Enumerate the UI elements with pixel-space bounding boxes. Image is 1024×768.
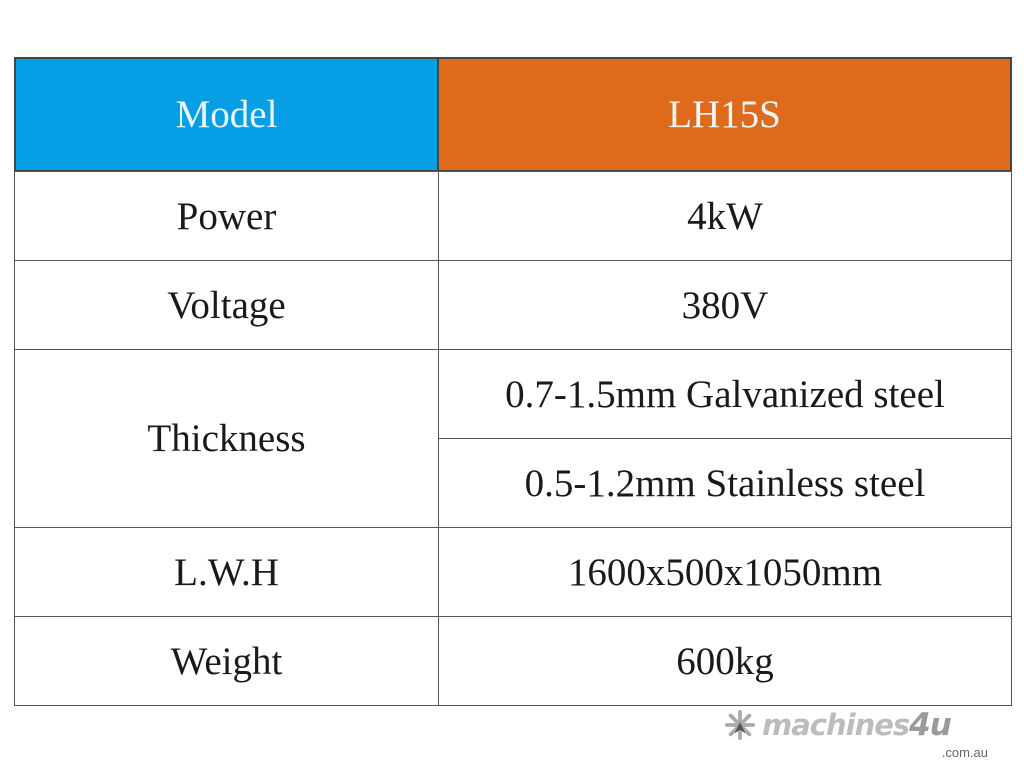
snowflake-arrow-icon [724, 709, 756, 741]
row-label-lwh: L.W.H [14, 527, 439, 617]
header-model-label: Model [14, 57, 439, 172]
header-model-value: LH15S [437, 57, 1012, 172]
row-label-thickness: Thickness [14, 349, 439, 528]
row-value-lwh: 1600x500x1050mm [438, 527, 1012, 617]
row-label-voltage: Voltage [14, 260, 439, 350]
row-value-thickness-stainless: 0.5-1.2mm Stainless steel [438, 438, 1012, 528]
row-value-voltage: 380V [438, 260, 1012, 350]
row-value-weight: 600kg [438, 616, 1012, 706]
watermark-domain: .com.au [941, 745, 988, 760]
row-value-power: 4kW [438, 171, 1012, 261]
row-label-weight: Weight [14, 616, 439, 706]
row-value-thickness-galvanized: 0.7-1.5mm Galvanized steel [438, 349, 1012, 439]
watermark-brand: machines4u [762, 707, 952, 743]
row-label-power: Power [14, 171, 439, 261]
watermark-logo: machines4u .com.au [722, 709, 1002, 765]
